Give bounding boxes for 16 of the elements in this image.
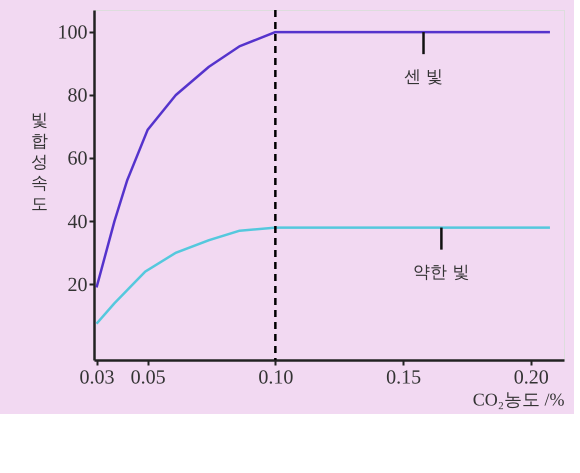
y-tick-label: 60 <box>68 148 88 170</box>
y-tick-label: 20 <box>68 274 88 296</box>
line-series <box>95 30 552 289</box>
line-series <box>95 226 552 325</box>
annotation: 약한 빛 <box>413 262 470 283</box>
x-tick-label: 0.15 <box>386 366 422 388</box>
x-tick-label: 0.10 <box>258 366 294 388</box>
y-tick-label: 100 <box>58 22 88 44</box>
y-tick-label: 40 <box>68 210 88 233</box>
x-tick-label: 0.03 <box>80 366 115 388</box>
annotation: 센 빛 <box>404 67 444 88</box>
y-tick-label: 80 <box>68 84 88 107</box>
x-tick-label: 0.05 <box>130 366 166 388</box>
y-axis-title: 빛합성속도 <box>31 110 48 214</box>
x-tick-label: 0.20 <box>514 366 549 388</box>
x-axis-title: CO₂농도 /% <box>472 390 564 410</box>
